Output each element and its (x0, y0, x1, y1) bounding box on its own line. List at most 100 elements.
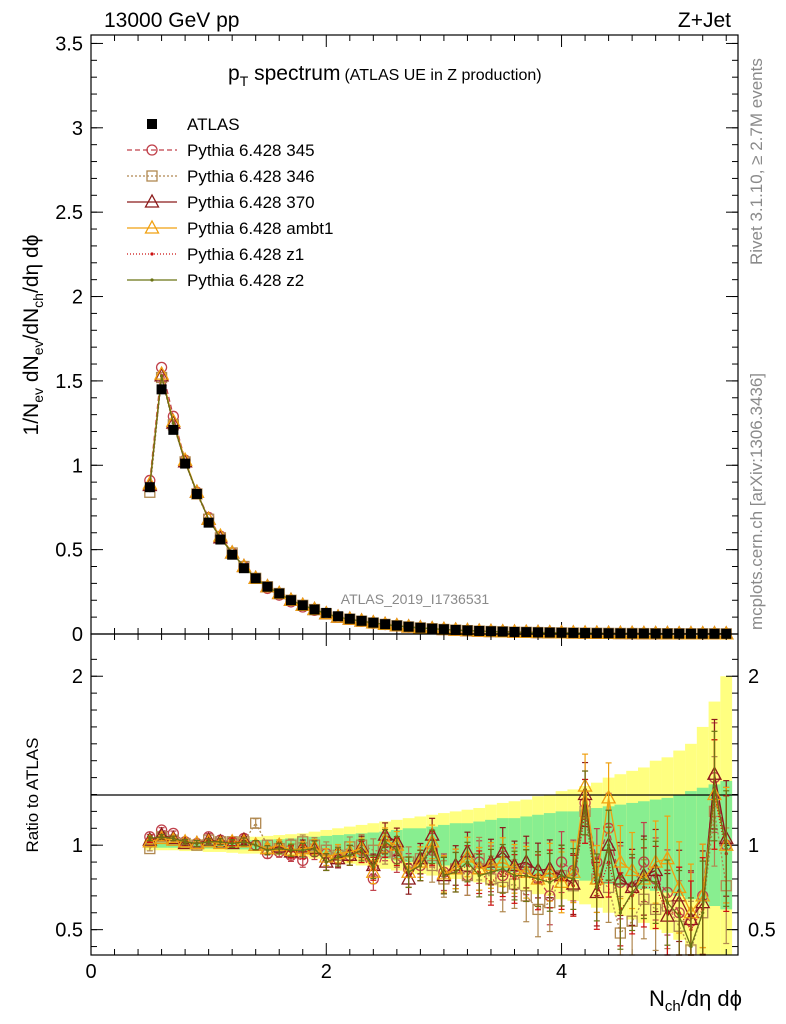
ratio-point (630, 890, 634, 895)
ratio-point (171, 836, 175, 841)
header-energy: 13000 GeV pp (104, 9, 239, 32)
y-tick-label: 2.5 (55, 202, 83, 224)
data-point (438, 624, 449, 635)
data-point (450, 624, 461, 635)
y-tick-label: 2 (72, 287, 83, 309)
data-point (274, 588, 285, 599)
ratio-point (201, 833, 217, 848)
data-point (321, 607, 332, 618)
ratio-point (548, 880, 552, 884)
y-tick-label: 0 (72, 624, 83, 646)
ratio-point (612, 853, 628, 868)
ratio-point (477, 873, 481, 878)
data-point (215, 534, 226, 545)
data-point (591, 628, 602, 639)
ratio-point (348, 853, 352, 857)
ratio-point (430, 845, 434, 849)
x-tick-label: 0 (85, 961, 96, 983)
legend-marker (146, 170, 158, 182)
x-tick-label: 4 (556, 961, 567, 983)
ratio-point (359, 848, 364, 852)
data-point (344, 613, 355, 624)
ratio-point (236, 833, 252, 848)
data-point (509, 626, 520, 637)
data-point (227, 549, 238, 560)
ratio-point (607, 843, 611, 847)
ratio-point (159, 835, 164, 839)
ratio-point (277, 846, 281, 851)
ratio-point (489, 870, 493, 874)
header-process: Z+Jet (678, 9, 731, 32)
data-point (497, 626, 508, 637)
legend-marker (146, 144, 158, 156)
data-point (309, 604, 320, 615)
y-tick-label: 0.5 (55, 540, 83, 562)
ratio-y-tick-label: 1 (72, 835, 83, 857)
data-point (580, 628, 591, 639)
plot-title: pT spectrum (ATLAS UE in Z production) (228, 62, 542, 89)
ratio-point (536, 877, 540, 881)
band-stat (438, 824, 450, 866)
ratio-point (724, 846, 728, 851)
ratio-point (148, 836, 152, 841)
ratio-point (689, 944, 693, 949)
data-point (603, 628, 614, 639)
legend-label: Pythia 6.428 z1 (187, 245, 304, 264)
data-point (168, 424, 179, 435)
ratio-y-tick-label: 2 (72, 666, 83, 688)
ratio-point (665, 901, 670, 905)
ratio-point (501, 867, 505, 871)
ratio-axis-label: Ratio to ATLAS (23, 738, 42, 853)
data-point (171, 421, 175, 425)
y-tick-label: 3.5 (55, 33, 83, 55)
ratio-point (601, 789, 617, 804)
data-point (462, 625, 473, 636)
ratio-point (618, 911, 622, 915)
ratio-point (701, 911, 705, 915)
ratio-point (418, 863, 422, 868)
ratio-point (407, 870, 411, 874)
legend-label: Pythia 6.428 346 (187, 167, 315, 186)
y-tick-label: 1 (72, 455, 83, 477)
ratio-point (712, 784, 717, 788)
ratio-line (149, 774, 727, 921)
legend-marker (150, 252, 154, 256)
ratio-point (383, 840, 387, 844)
ratio-point (195, 841, 199, 846)
legend-marker (147, 119, 157, 129)
data-point (297, 600, 308, 611)
band-stat (579, 809, 591, 881)
legend-item: Pythia 6.428 345 (127, 141, 315, 160)
y-tick-label: 1.5 (55, 371, 83, 393)
ratio-point (324, 860, 328, 864)
data-point (427, 623, 438, 634)
data-point (238, 563, 249, 574)
data-point (356, 615, 367, 626)
ratio-line (149, 785, 727, 949)
main-axis-ticks: 0 0.5 1 1.5 2 2.5 3 3.5 (55, 33, 738, 646)
data-point (159, 374, 164, 378)
ratio-point (242, 840, 246, 844)
data-point (544, 627, 555, 638)
ratio-point (207, 840, 211, 844)
ratio-point (465, 860, 470, 864)
data-point (556, 627, 567, 638)
data-point (533, 627, 544, 638)
ratio-y-tick-label-right: 2 (748, 666, 759, 688)
legend-marker (144, 193, 160, 208)
data-point (191, 488, 202, 499)
ratio-point (265, 848, 270, 852)
ratio-point (218, 840, 222, 844)
data-point (144, 482, 155, 493)
ratio-point (642, 877, 646, 881)
ratio-y-tick-label: 0.5 (55, 920, 83, 942)
legend-item: Pythia 6.428 346 (127, 167, 315, 186)
data-point (391, 620, 402, 631)
data-point (380, 619, 391, 630)
ratio-point (142, 833, 158, 848)
ratio-y-tick-label-right: 0.5 (748, 920, 776, 942)
ratio-point (442, 873, 446, 878)
legend-label: Pythia 6.428 370 (187, 193, 315, 212)
data-point (485, 626, 496, 637)
